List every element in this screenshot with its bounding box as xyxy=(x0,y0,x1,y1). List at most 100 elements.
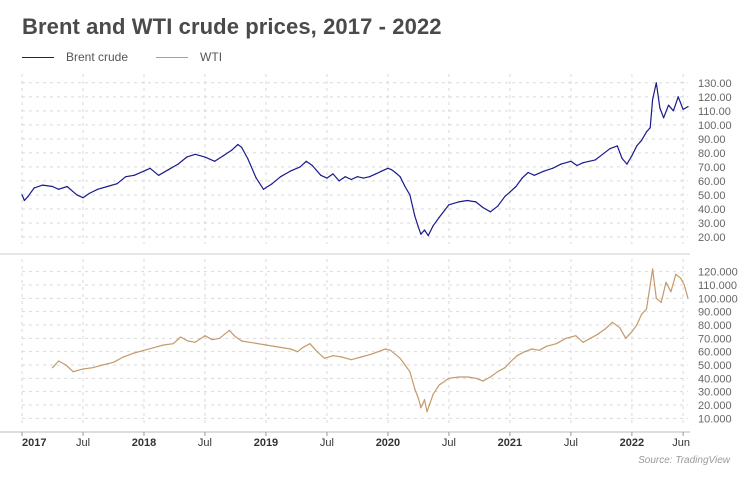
undefined xyxy=(649,284,651,286)
undefined xyxy=(362,177,365,179)
undefined xyxy=(677,96,679,98)
brent-ytick-label: 70.00 xyxy=(698,162,726,174)
undefined xyxy=(116,183,118,185)
undefined xyxy=(194,341,196,343)
undefined xyxy=(414,215,416,217)
undefined xyxy=(143,170,145,172)
brent-ytick-label: 30.00 xyxy=(698,218,726,230)
undefined xyxy=(680,277,682,279)
undefined xyxy=(82,197,84,199)
undefined xyxy=(370,353,372,355)
undefined xyxy=(560,163,562,165)
undefined xyxy=(389,349,391,351)
undefined xyxy=(409,371,411,373)
undefined xyxy=(594,159,596,161)
undefined xyxy=(438,216,440,218)
undefined xyxy=(101,364,104,366)
undefined xyxy=(133,352,135,354)
undefined xyxy=(521,177,523,179)
wti-ytick-label: 90.000 xyxy=(698,307,732,319)
brent-ytick-label: 20.00 xyxy=(698,232,726,244)
undefined xyxy=(663,117,665,119)
undefined xyxy=(420,407,422,409)
undefined xyxy=(515,185,517,188)
undefined xyxy=(125,176,127,178)
undefined xyxy=(438,384,440,386)
undefined xyxy=(509,361,511,363)
wti-ytick-label: 60.000 xyxy=(698,347,732,359)
undefined xyxy=(51,367,54,369)
undefined xyxy=(545,345,548,347)
undefined xyxy=(187,340,189,342)
undefined xyxy=(52,268,689,413)
undefined xyxy=(211,339,213,341)
wti-ytick-label: 20.000 xyxy=(698,400,732,412)
undefined xyxy=(180,336,182,338)
brent-ytick-label: 130.00 xyxy=(698,78,732,90)
undefined xyxy=(675,273,677,275)
undefined xyxy=(341,356,343,358)
x-tick-label: Jun xyxy=(672,437,690,449)
undefined xyxy=(631,331,633,333)
undefined xyxy=(88,192,90,195)
undefined xyxy=(655,82,657,84)
undefined xyxy=(344,176,346,178)
undefined xyxy=(458,376,460,378)
undefined xyxy=(223,333,226,335)
undefined xyxy=(106,185,108,188)
undefined xyxy=(655,297,657,299)
x-tick-label: 2018 xyxy=(132,437,156,449)
undefined xyxy=(645,308,648,310)
undefined xyxy=(448,204,450,206)
undefined xyxy=(667,104,670,106)
x-tick-label: Jul xyxy=(442,437,456,449)
undefined xyxy=(241,340,243,342)
undefined xyxy=(222,155,224,157)
undefined xyxy=(538,349,540,351)
undefined xyxy=(489,211,491,213)
undefined xyxy=(670,291,672,293)
undefined xyxy=(589,337,592,339)
undefined xyxy=(616,145,618,147)
x-tick-label: 2021 xyxy=(498,437,522,449)
x-tick-label: 2019 xyxy=(254,437,278,449)
undefined xyxy=(626,163,628,165)
undefined xyxy=(427,235,429,237)
undefined xyxy=(417,397,419,399)
x-tick-label: 2022 xyxy=(620,437,644,449)
undefined xyxy=(404,185,406,188)
undefined xyxy=(350,178,352,181)
undefined xyxy=(432,225,434,227)
brent-ytick-label: 50.00 xyxy=(698,190,726,202)
wti-ytick-label: 100.000 xyxy=(698,293,738,305)
undefined xyxy=(301,347,304,349)
undefined xyxy=(660,301,662,303)
undefined xyxy=(33,187,35,189)
undefined xyxy=(636,145,638,147)
undefined xyxy=(58,188,60,190)
undefined xyxy=(326,177,328,179)
undefined xyxy=(531,348,533,350)
undefined xyxy=(448,377,450,379)
undefined xyxy=(309,343,311,345)
undefined xyxy=(504,367,506,369)
brent-ytick-label: 60.00 xyxy=(698,176,726,188)
wti-ytick-label: 10.000 xyxy=(698,413,732,425)
undefined xyxy=(289,348,291,350)
undefined xyxy=(172,343,174,345)
undefined xyxy=(231,149,233,151)
undefined xyxy=(162,344,165,346)
undefined xyxy=(153,347,155,349)
undefined xyxy=(369,176,371,178)
undefined xyxy=(609,148,611,150)
undefined xyxy=(320,174,322,176)
undefined xyxy=(428,404,430,406)
x-tick-label: 2020 xyxy=(376,437,400,449)
undefined xyxy=(602,153,604,155)
undefined xyxy=(262,188,265,190)
undefined xyxy=(423,399,426,401)
wti-ytick-label: 40.000 xyxy=(698,373,732,385)
undefined xyxy=(523,351,526,353)
undefined xyxy=(611,321,614,323)
